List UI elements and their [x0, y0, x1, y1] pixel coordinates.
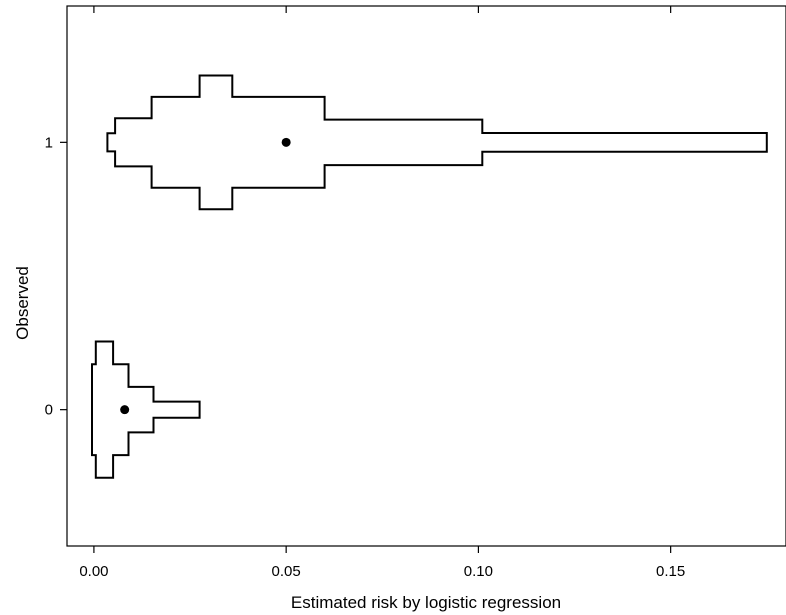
y-axis-title: Observed	[13, 266, 32, 340]
plot-frame	[66, 5, 786, 547]
x-tick-label-2: 0.10	[464, 563, 493, 580]
violin-bin-1-2	[152, 97, 200, 188]
violin-outline-0	[91, 340, 201, 479]
violin-bin-0-1	[96, 341, 113, 477]
violin-bin-1-3	[200, 76, 233, 210]
y-tick-label-0: 0	[45, 402, 53, 419]
violin-bin-1-1	[115, 118, 152, 166]
violin-groups	[91, 74, 768, 479]
mean-point-0	[120, 405, 130, 415]
x-tick-label-0: 0.00	[79, 563, 108, 580]
x-tick-label-3: 0.15	[656, 563, 685, 580]
y-axis: 01	[45, 134, 67, 419]
x-tick-label-1: 0.05	[272, 563, 301, 580]
x-axis: 0.00 0.05 0.10 0.15	[79, 6, 685, 580]
violin-outline-1	[106, 74, 768, 211]
violin-observed-0	[91, 340, 201, 479]
violin-bin-0-4	[154, 402, 200, 418]
y-tick-label-1: 1	[45, 134, 53, 151]
violin-bin-1-6	[482, 133, 767, 152]
violin-bin-1-4	[232, 97, 324, 188]
violin-observed-1	[106, 74, 768, 211]
x-axis-title: Estimated risk by logistic regression	[291, 593, 561, 612]
mean-point-1	[281, 137, 291, 147]
violin-bin-1-0	[107, 133, 115, 151]
violin-bin-0-3	[129, 387, 154, 432]
violin-bin-1-5	[325, 120, 483, 165]
